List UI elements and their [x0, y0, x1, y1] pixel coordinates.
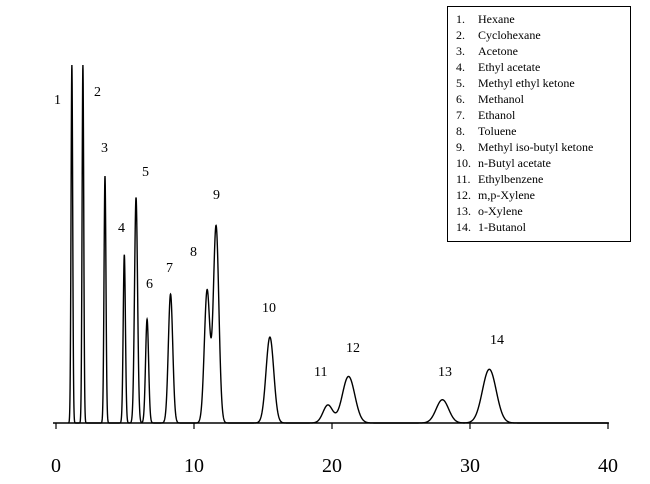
- legend-item: 1. Hexane: [456, 11, 630, 27]
- peak-label-11: 11: [314, 365, 327, 380]
- x-tick-label-40: 40: [598, 455, 618, 477]
- legend-number: 5.: [456, 76, 465, 90]
- legend-item: 5. Methyl ethyl ketone: [456, 75, 630, 91]
- legend-label: Cyclohexane: [478, 28, 541, 42]
- legend-box: 1. Hexane 2. Cyclohexane 3. Acetone 4. Ethyl…: [447, 6, 631, 242]
- legend-item: 7. Ethanol: [456, 107, 630, 123]
- legend-number: 8.: [456, 124, 465, 138]
- x-axis-ticks: [55, 423, 609, 429]
- legend-label: Hexane: [478, 12, 515, 26]
- peak-label-13: 13: [438, 365, 452, 380]
- legend-label: Ethyl acetate: [478, 60, 541, 74]
- legend-number: 7.: [456, 108, 465, 122]
- x-tick-label-30: 30: [460, 455, 480, 477]
- peak-label-2: 2: [94, 85, 101, 100]
- peak-label-1: 1: [54, 93, 61, 108]
- legend-label: Toluene: [478, 124, 517, 138]
- legend-item: 14. 1-Butanol: [456, 219, 630, 235]
- peak-label-6: 6: [146, 277, 153, 292]
- legend-number: 2.: [456, 28, 465, 42]
- legend-number: 6.: [456, 92, 465, 106]
- legend-label: n-Butyl acetate: [478, 156, 551, 170]
- legend-number: 3.: [456, 44, 465, 58]
- x-tick-label-20: 20: [322, 455, 342, 477]
- legend-item: 11. Ethylbenzene: [456, 171, 630, 187]
- legend-number: 1.: [456, 12, 465, 26]
- legend-label: Methanol: [478, 92, 524, 106]
- x-axis-tick-labels: 0 10 20 30 40: [51, 455, 618, 477]
- peak-label-3: 3: [101, 141, 108, 156]
- legend-number: 10.: [456, 156, 471, 170]
- chromatogram-trace: [67, 64, 608, 424]
- legend-label: Methyl ethyl ketone: [478, 76, 575, 90]
- x-tick-label-10: 10: [184, 455, 204, 477]
- legend-label: Ethylbenzene: [478, 172, 544, 186]
- legend-label: o-Xylene: [478, 204, 523, 218]
- legend-number: 13.: [456, 204, 471, 218]
- x-tick-label-0: 0: [51, 455, 61, 477]
- peak-label-4: 4: [118, 221, 125, 236]
- peak-label-7: 7: [166, 261, 173, 276]
- legend-item: 8. Toluene: [456, 123, 630, 139]
- legend-label: Ethanol: [478, 108, 516, 122]
- peak-label-14: 14: [490, 333, 504, 348]
- legend-label: m,p-Xylene: [478, 188, 535, 202]
- legend-item: 12. m,p-Xylene: [456, 187, 630, 203]
- legend-item: 9. Methyl iso-butyl ketone: [456, 139, 630, 155]
- legend-item: 10. n-Butyl acetate: [456, 155, 630, 171]
- legend-item: 3. Acetone: [456, 43, 630, 59]
- legend-label: 1-Butanol: [478, 220, 526, 234]
- legend-number: 9.: [456, 140, 465, 154]
- legend-item: 4. Ethyl acetate: [456, 59, 630, 75]
- legend-number: 14.: [456, 220, 471, 234]
- legend-number: 12.: [456, 188, 471, 202]
- peak-label-8: 8: [190, 245, 197, 260]
- legend-item: 13. o-Xylene: [456, 203, 630, 219]
- peak-label-5: 5: [142, 165, 149, 180]
- peak-label-9: 9: [213, 188, 220, 203]
- legend-label: Acetone: [478, 44, 518, 58]
- peak-label-12: 12: [346, 341, 360, 356]
- legend-number: 4.: [456, 60, 465, 74]
- legend-label: Methyl iso-butyl ketone: [478, 140, 594, 154]
- legend-item: 6. Methanol: [456, 91, 630, 107]
- peak-label-10: 10: [262, 301, 276, 316]
- legend-number: 11.: [456, 172, 471, 186]
- legend-item: 2. Cyclohexane: [456, 27, 630, 43]
- peak-labels: 1 2 3 4 5 6 7 8 9 10 11 12 13 14: [54, 85, 504, 380]
